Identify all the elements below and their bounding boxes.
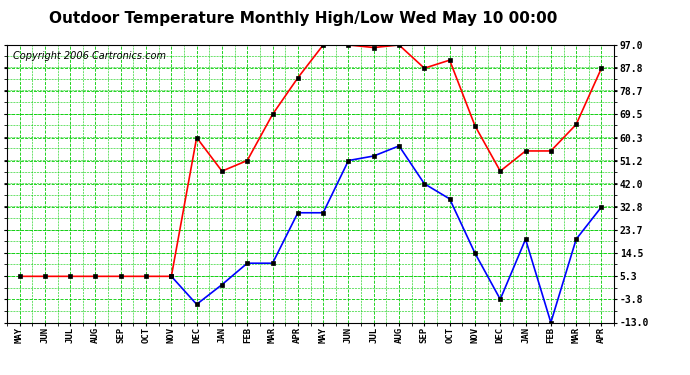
Text: Outdoor Temperature Monthly High/Low Wed May 10 00:00: Outdoor Temperature Monthly High/Low Wed… [50,11,558,26]
Text: Copyright 2006 Cartronics.com: Copyright 2006 Cartronics.com [13,51,166,60]
